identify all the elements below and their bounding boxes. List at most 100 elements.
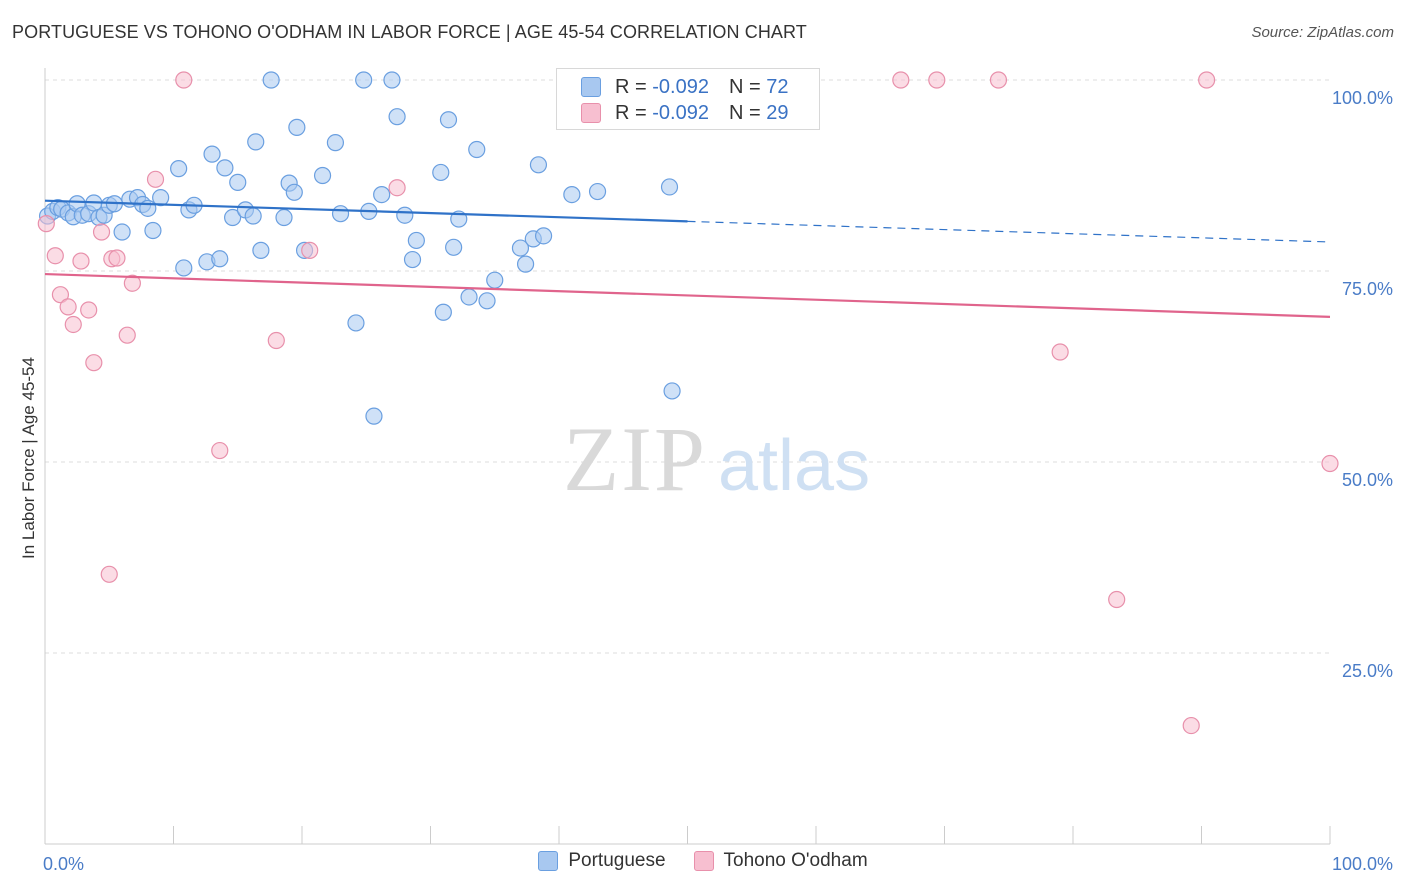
point-portuguese	[468, 140, 486, 159]
stats-r-label: R =	[615, 101, 653, 124]
legend-label-tohono: Tohono O'odham	[723, 850, 868, 871]
point-tohono	[1321, 454, 1339, 473]
point-tohono	[211, 441, 229, 460]
point-portuguese	[534, 227, 553, 245]
point-tohono	[928, 71, 946, 89]
legend-swatch-tohono	[693, 851, 714, 871]
point-tohono	[175, 71, 193, 89]
point-tohono	[388, 179, 406, 197]
x-tick-label: 100.0%	[1332, 854, 1393, 874]
point-tohono	[118, 326, 136, 344]
point-portuguese	[365, 407, 383, 425]
point-portuguese	[170, 160, 188, 178]
y-tick-label: 100.0%	[1332, 88, 1393, 108]
point-tohono	[100, 565, 118, 583]
point-portuguese	[383, 71, 401, 89]
stats-r-label: R =	[615, 75, 653, 98]
point-tohono	[72, 252, 90, 270]
y-axis-label: In Labor Force | Age 45-54	[19, 357, 38, 559]
point-tohono	[892, 71, 910, 89]
point-tohono	[1051, 343, 1069, 361]
point-portuguese	[288, 118, 306, 136]
y-tick-label: 25.0%	[1342, 661, 1393, 681]
point-tohono	[51, 286, 70, 304]
point-tohono	[146, 170, 165, 188]
point-portuguese	[247, 133, 265, 151]
point-portuguese	[388, 108, 406, 126]
point-portuguese	[244, 207, 262, 225]
point-tohono	[1108, 590, 1126, 609]
data-points	[37, 71, 1339, 735]
point-portuguese	[529, 156, 548, 174]
x-tick-label: 0.0%	[43, 854, 84, 874]
point-tohono	[37, 215, 55, 233]
y-tick-label: 50.0%	[1342, 470, 1393, 490]
legend-label-portuguese: Portuguese	[568, 850, 666, 871]
stats-row-tohono: R = -0.092 N = 29	[581, 101, 788, 125]
point-tohono	[46, 247, 64, 265]
point-portuguese	[326, 134, 345, 152]
stats-n-value: 72	[766, 75, 789, 98]
point-portuguese	[445, 238, 463, 256]
point-tohono	[989, 71, 1008, 89]
legend-item-portuguese: Portuguese	[538, 850, 666, 872]
stats-n-label: N =	[728, 75, 767, 98]
point-portuguese	[331, 205, 350, 223]
trend-line-tohono	[44, 272, 1331, 318]
point-tohono	[1182, 716, 1200, 735]
chart-title: PORTUGUESE VS TOHONO O'ODHAM IN LABOR FO…	[12, 22, 807, 42]
legend-item-tohono: Tohono O'odham	[693, 850, 868, 872]
point-tohono	[80, 301, 98, 319]
point-portuguese	[563, 186, 581, 204]
point-tohono	[123, 274, 141, 292]
point-portuguese	[152, 189, 170, 207]
source-label: Source: ZipAtlas.com	[1251, 24, 1394, 41]
watermark: ZIP atlas	[563, 408, 870, 510]
point-tohono	[64, 315, 82, 334]
legend: Portuguese Tohono O'odham	[0, 850, 1406, 872]
point-portuguese	[355, 71, 373, 89]
point-portuguese	[432, 163, 450, 182]
point-portuguese	[175, 259, 193, 277]
point-tohono	[267, 331, 285, 350]
point-tohono	[59, 298, 77, 316]
stats-r-value: -0.092	[652, 101, 709, 124]
stats-swatch-portuguese	[581, 77, 601, 97]
point-portuguese	[660, 178, 679, 196]
watermark-zip: ZIP	[563, 408, 707, 510]
point-tohono	[108, 249, 126, 267]
watermark-atlas: atlas	[718, 426, 870, 506]
point-portuguese	[216, 159, 234, 177]
point-portuguese	[403, 250, 422, 269]
trend-line-portuguese-extension	[687, 220, 1331, 243]
point-tohono	[1198, 71, 1216, 89]
stats-n-label: N =	[728, 101, 767, 124]
point-portuguese	[478, 292, 496, 310]
stats-n-value: 29	[766, 101, 789, 124]
point-portuguese	[229, 173, 247, 191]
point-portuguese	[224, 208, 242, 227]
point-portuguese	[313, 166, 332, 185]
trend-lines	[44, 199, 1331, 318]
point-portuguese	[434, 303, 452, 321]
point-portuguese	[511, 239, 530, 257]
tick-labels: 25.0% 50.0% 75.0% 100.0% 0.0% 100.0%	[43, 88, 1393, 874]
point-portuguese	[113, 223, 131, 241]
point-portuguese	[407, 231, 425, 250]
point-portuguese	[252, 241, 270, 259]
point-portuguese	[275, 208, 293, 227]
stats-r-value: -0.092	[652, 75, 709, 98]
point-tohono	[92, 223, 111, 241]
legend-swatch-portuguese	[538, 851, 559, 871]
stats-swatch-tohono	[581, 103, 601, 123]
point-portuguese	[516, 255, 535, 273]
point-portuguese	[663, 382, 681, 400]
point-portuguese	[285, 183, 303, 201]
point-portuguese	[203, 145, 221, 163]
point-portuguese	[460, 288, 478, 306]
point-portuguese	[588, 182, 607, 201]
point-portuguese	[144, 221, 162, 240]
point-portuguese	[262, 71, 280, 89]
point-portuguese	[347, 314, 365, 332]
